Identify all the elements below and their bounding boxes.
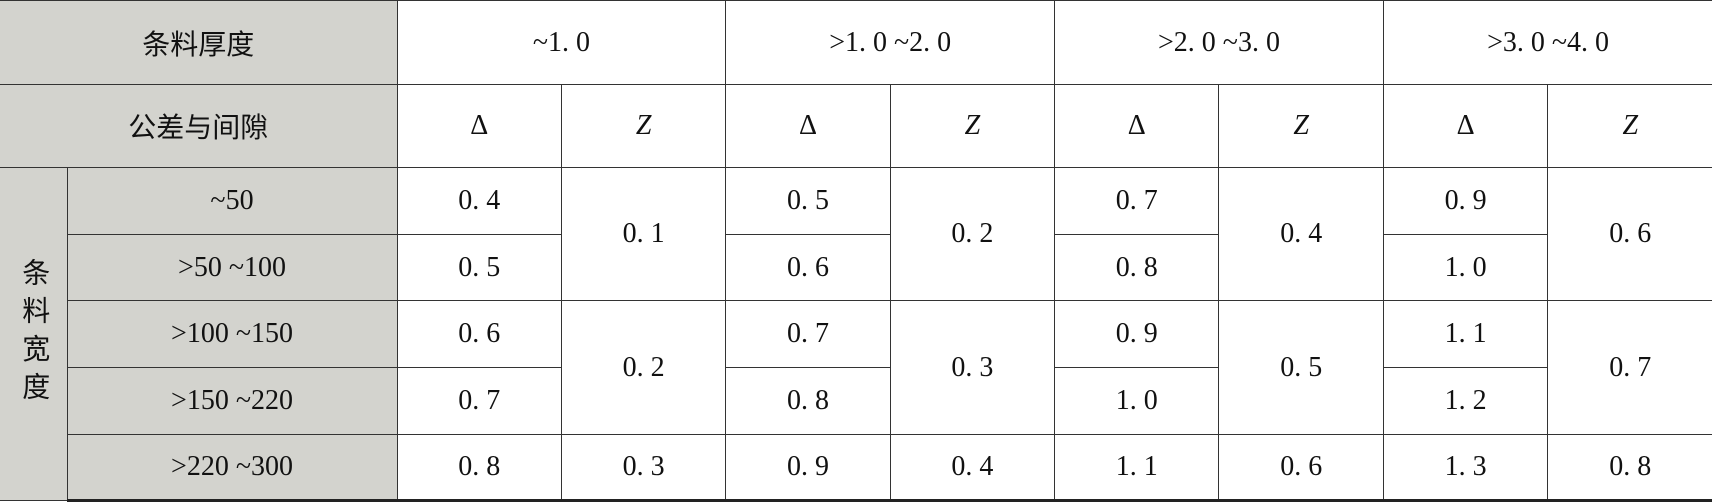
- delta-value: 0. 7: [725, 300, 891, 368]
- delta-value: 0. 8: [396, 434, 562, 502]
- delta-value: 0. 6: [725, 234, 891, 301]
- width-range: >100 ~150: [67, 300, 398, 368]
- column-symbol: Z: [560, 84, 727, 168]
- z-value: 0. 4: [889, 434, 1056, 502]
- thickness-range: ~1. 0: [396, 0, 727, 85]
- width-label: 条料宽度: [0, 167, 68, 501]
- thickness-range: >3. 0 ~4. 0: [1382, 0, 1712, 85]
- z-value: 0. 3: [889, 300, 1056, 435]
- delta-value: 0. 8: [1054, 234, 1220, 301]
- delta-value: 1. 2: [1382, 367, 1548, 435]
- z-value: 0. 1: [560, 167, 727, 301]
- delta-value: 0. 6: [396, 300, 562, 368]
- delta-value: 0. 9: [1382, 167, 1549, 235]
- column-symbol: Δ: [1382, 84, 1549, 168]
- z-value: 0. 8: [1547, 434, 1712, 502]
- z-value: 0. 6: [1547, 167, 1712, 301]
- delta-value: 1. 3: [1382, 434, 1549, 502]
- delta-value: 1. 0: [1382, 234, 1548, 301]
- delta-value: 0. 9: [1054, 300, 1220, 368]
- column-symbol: Z: [1547, 84, 1712, 168]
- delta-value: 0. 9: [725, 434, 891, 502]
- width-range: ~50: [66, 167, 398, 235]
- z-value: 0. 7: [1547, 300, 1712, 435]
- delta-value: 0. 5: [725, 167, 891, 235]
- width-range: >50 ~100: [67, 234, 398, 301]
- z-value: 0. 4: [1218, 167, 1384, 301]
- width-range: >150 ~220: [67, 367, 398, 435]
- tolerance-label: 公差与间隙: [0, 84, 398, 168]
- column-symbol: Z: [889, 84, 1056, 168]
- column-symbol: Z: [1218, 84, 1384, 168]
- z-value: 0. 6: [1218, 434, 1384, 502]
- width-range: >220 ~300: [67, 434, 398, 502]
- z-value: 0. 2: [889, 167, 1056, 301]
- delta-value: 0. 5: [396, 234, 562, 301]
- thickness-label: 条料厚度: [0, 0, 398, 85]
- delta-value: 0. 7: [1054, 167, 1220, 235]
- delta-value: 0. 7: [396, 367, 562, 435]
- delta-value: 1. 1: [1382, 300, 1549, 368]
- delta-value: 1. 1: [1054, 434, 1220, 502]
- z-value: 0. 3: [560, 434, 727, 502]
- column-symbol: Δ: [725, 84, 891, 168]
- z-value: 0. 2: [560, 300, 727, 435]
- thickness-range: >2. 0 ~3. 0: [1054, 0, 1384, 85]
- z-value: 0. 5: [1218, 300, 1384, 435]
- delta-value: 1. 0: [1054, 367, 1220, 435]
- delta-value: 0. 4: [396, 167, 562, 235]
- column-symbol: Δ: [1054, 84, 1220, 168]
- delta-value: 0. 8: [725, 367, 891, 435]
- column-symbol: Δ: [396, 84, 562, 168]
- thickness-range: >1. 0 ~2. 0: [725, 0, 1056, 85]
